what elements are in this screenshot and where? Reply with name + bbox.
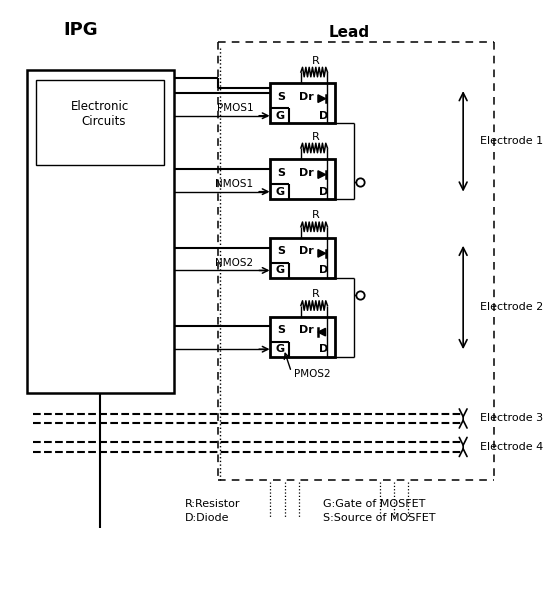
- Text: Dr: Dr: [299, 91, 314, 102]
- Bar: [271, 159, 335, 199]
- Text: S: S: [277, 247, 285, 257]
- Text: G: G: [276, 344, 284, 354]
- Text: R: R: [312, 289, 320, 299]
- Polygon shape: [318, 170, 326, 178]
- Text: PMOS1: PMOS1: [217, 103, 254, 113]
- Text: Dr: Dr: [299, 168, 314, 178]
- Text: Electrode 2: Electrode 2: [480, 302, 543, 312]
- Text: D:Diode: D:Diode: [185, 513, 229, 523]
- Text: Circuits: Circuits: [81, 115, 126, 128]
- Text: Electrode 4: Electrode 4: [480, 442, 543, 452]
- Text: R: R: [312, 210, 320, 220]
- Text: D: D: [319, 266, 328, 276]
- Bar: [271, 238, 335, 278]
- Text: R: R: [312, 56, 320, 66]
- Text: S:Source of MOSFET: S:Source of MOSFET: [323, 513, 435, 523]
- Text: PMOS2: PMOS2: [294, 369, 331, 379]
- Text: D: D: [319, 187, 328, 197]
- Polygon shape: [318, 328, 326, 336]
- Text: Dr: Dr: [299, 326, 314, 335]
- Polygon shape: [318, 95, 326, 102]
- Text: IPG: IPG: [63, 21, 98, 39]
- Text: NMOS1: NMOS1: [215, 179, 254, 189]
- Text: G: G: [276, 266, 284, 276]
- Bar: [271, 83, 335, 124]
- Text: Dr: Dr: [299, 247, 314, 257]
- Text: S: S: [277, 168, 285, 178]
- Text: Electrode 1: Electrode 1: [480, 137, 543, 146]
- Text: G: G: [276, 110, 284, 121]
- Text: Electrode 3: Electrode 3: [480, 413, 543, 424]
- Text: G:Gate of MOSFET: G:Gate of MOSFET: [323, 499, 425, 509]
- Text: G: G: [276, 187, 284, 197]
- Polygon shape: [318, 249, 326, 257]
- Text: D: D: [319, 110, 328, 121]
- Text: S: S: [277, 326, 285, 335]
- Text: Electronic: Electronic: [71, 100, 129, 113]
- Bar: [26, 70, 174, 393]
- Text: NMOS2: NMOS2: [215, 258, 254, 268]
- Text: R:Resistor: R:Resistor: [185, 499, 240, 509]
- Text: Lead: Lead: [329, 25, 370, 40]
- Bar: [36, 80, 164, 165]
- Text: D: D: [319, 344, 328, 354]
- Text: S: S: [277, 91, 285, 102]
- Bar: [271, 317, 335, 357]
- Text: R: R: [312, 132, 320, 141]
